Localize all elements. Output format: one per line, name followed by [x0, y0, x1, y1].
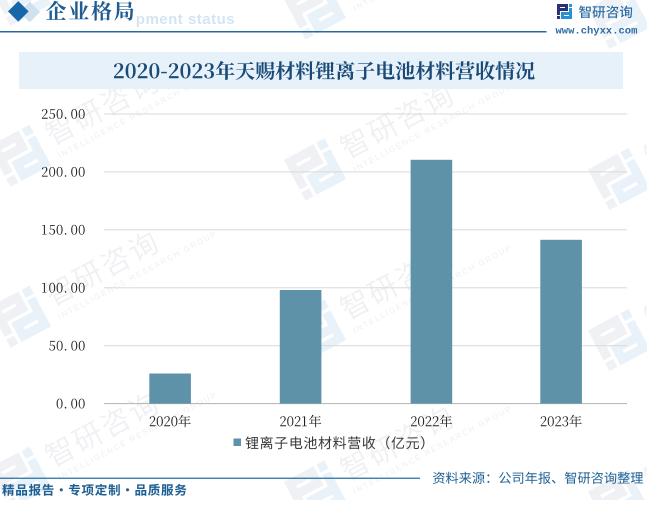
svg-text:pment status: pment status — [136, 11, 235, 28]
svg-text:www.chyxx.com: www.chyxx.com — [556, 26, 638, 38]
